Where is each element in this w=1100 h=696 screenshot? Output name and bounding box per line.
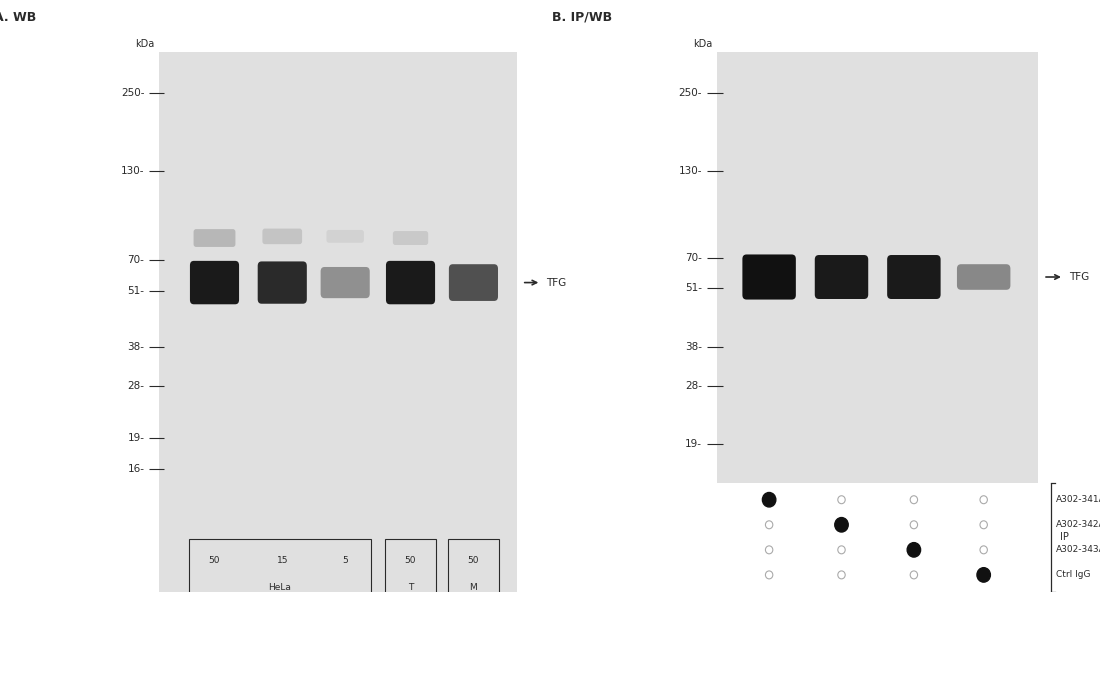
Text: 19-: 19- <box>685 439 702 449</box>
Text: 130-: 130- <box>121 166 144 176</box>
Text: 15: 15 <box>276 557 288 565</box>
Text: IP: IP <box>1060 532 1069 542</box>
Text: 5: 5 <box>342 557 348 565</box>
Text: 50: 50 <box>209 557 220 565</box>
Circle shape <box>977 568 990 582</box>
FancyBboxPatch shape <box>263 228 302 244</box>
FancyBboxPatch shape <box>190 261 239 304</box>
Text: 50: 50 <box>405 557 416 565</box>
FancyBboxPatch shape <box>449 264 498 301</box>
Text: T: T <box>408 583 414 592</box>
Text: 28-: 28- <box>128 381 144 390</box>
FancyBboxPatch shape <box>957 264 1011 290</box>
Text: 130-: 130- <box>679 166 702 176</box>
Text: 50: 50 <box>468 557 480 565</box>
Text: 250-: 250- <box>121 88 144 98</box>
Text: A302-341A: A302-341A <box>1056 496 1100 504</box>
Text: M: M <box>470 583 477 592</box>
FancyBboxPatch shape <box>327 230 364 243</box>
FancyBboxPatch shape <box>393 231 428 245</box>
Circle shape <box>835 518 848 532</box>
Text: TFG: TFG <box>1069 272 1089 282</box>
Text: 70-: 70- <box>128 255 144 265</box>
Text: 19-: 19- <box>128 434 144 443</box>
Circle shape <box>908 543 921 557</box>
Text: 51-: 51- <box>685 283 702 293</box>
FancyBboxPatch shape <box>257 262 307 303</box>
Bar <box>158 52 517 592</box>
Bar <box>717 52 1038 483</box>
Text: A. WB: A. WB <box>0 10 36 24</box>
Bar <box>189 539 371 594</box>
Text: 38-: 38- <box>685 342 702 351</box>
FancyBboxPatch shape <box>320 267 370 298</box>
Text: kDa: kDa <box>134 39 154 49</box>
FancyBboxPatch shape <box>742 255 795 299</box>
Text: 16-: 16- <box>128 464 144 474</box>
Text: 51-: 51- <box>128 286 144 296</box>
Text: 38-: 38- <box>128 342 144 351</box>
Text: Ctrl IgG: Ctrl IgG <box>1056 571 1090 579</box>
Text: 28-: 28- <box>685 381 702 390</box>
FancyBboxPatch shape <box>194 229 235 247</box>
Circle shape <box>762 493 776 507</box>
Text: HeLa: HeLa <box>268 583 292 592</box>
Text: 250-: 250- <box>679 88 702 98</box>
Text: A302-343A: A302-343A <box>1056 546 1100 554</box>
Text: TFG: TFG <box>546 278 566 287</box>
Text: B. IP/WB: B. IP/WB <box>552 10 612 24</box>
Text: kDa: kDa <box>693 39 713 49</box>
FancyBboxPatch shape <box>888 255 940 299</box>
FancyBboxPatch shape <box>386 261 436 304</box>
Text: A302-342A: A302-342A <box>1056 521 1100 529</box>
Bar <box>448 539 499 594</box>
Bar <box>385 539 436 594</box>
Text: 70-: 70- <box>685 253 702 262</box>
FancyBboxPatch shape <box>815 255 868 299</box>
